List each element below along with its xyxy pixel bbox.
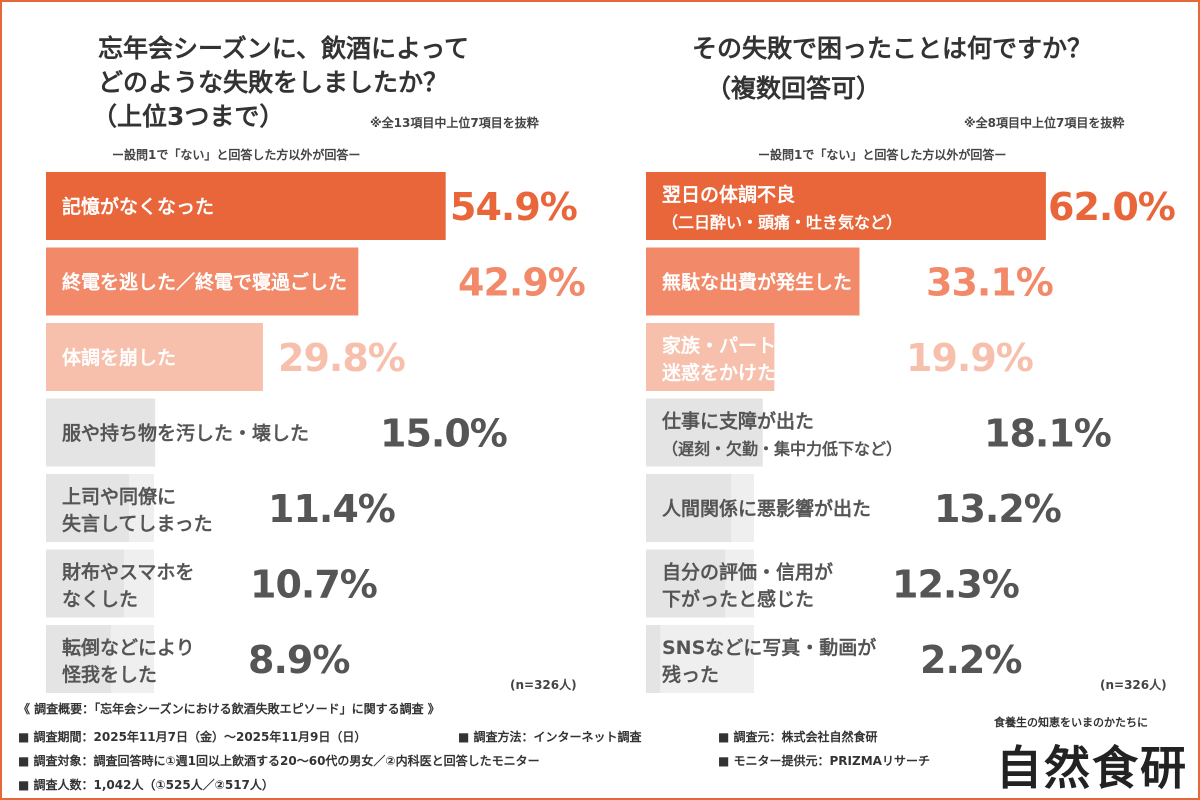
survey-target: ■ 調査対象：調査回答時に①週1回以上飲酒する20〜60代の男女／②内科医と回答… [18,754,540,768]
right-value-label: 18.1% [984,412,1111,456]
left-value-label: 8.9% [248,638,349,682]
left-bar [46,247,359,316]
left-bar [46,549,124,618]
right-bar-chart: 翌日の体調不良 （二日酔い・頭痛・吐き気など） 62.0% 無駄な出費が発生した 33.… [646,172,1176,693]
left-bar-label: 記憶がなくなった [62,195,214,218]
right-value-label: 2.2% [920,638,1021,682]
right-bar [646,398,763,467]
left-value-label: 10.7% [250,563,377,607]
left-bar-label: 終電を逃した／終電で寝過ごした [62,271,347,294]
right-title-line-2: （複数回答可） [706,74,882,103]
right-bar [646,323,775,391]
right-bar-label: 人間関係に悪影響が出た [662,497,871,520]
right-bar-label: 無駄な出費が発生した [662,271,852,294]
brand-tagline: 食養生の知恵をいまのかたちに [994,716,1148,729]
left-value-label: 11.4% [268,487,395,531]
right-bar-row: 翌日の体調不良 （二日酔い・頭痛・吐き気など） 62.0% [646,172,1176,240]
right-bar-row: 人間関係に悪影響が出た 13.2% [646,474,1062,542]
right-bar-label: 自分の評価・信用が [662,561,833,584]
left-bar-label: 転倒などにより [62,636,195,659]
left-title-line-3: （上位3つまで） [92,102,285,131]
right-bar-sublabel: 迷惑をかけた [661,361,776,384]
left-chart-title: 忘年会シーズンに、飲酒によって どのような失敗をしましたか？ （上位3つまで） [92,32,470,134]
right-chart-note: ※全8項目中上位7項目を抜粋 [964,116,1125,130]
left-bar [46,625,111,693]
left-value-label: 42.9% [458,261,585,305]
left-bar-row: 体調を崩した 29.8% [46,323,406,391]
right-bar-label: 翌日の体調不良 [662,183,795,206]
right-sample-size: (n=326人) [1100,678,1167,692]
right-bar-track [646,625,754,693]
right-value-label: 19.9% [906,336,1033,380]
brand-logo: 自然食研 [996,741,1188,795]
survey-method: ■ 調査方法：インターネット調査 [458,730,642,744]
left-title-line-1: 忘年会シーズンに、飲酒によって [98,34,470,63]
right-bar [646,474,732,542]
left-bar [46,323,263,391]
left-bar-label: 体調を崩した [62,346,176,369]
left-bar-row: 記憶がなくなった 54.9% [46,172,578,240]
left-bar-sublabel: 失言してしまった [62,512,213,535]
right-value-label: 12.3% [892,563,1019,607]
left-value-label: 15.0% [380,412,507,456]
right-bar-label: 仕事に支障が出た [661,410,814,433]
right-chart-subnote: ー設問1で「ない」と回答した方以外が回答ー [758,148,1007,162]
left-bar-chart: 記憶がなくなった 54.9% 終電を逃した／終電で寝過ごした 42.9% 体調を崩した 2… [46,172,586,693]
left-bar-row: 終電を逃した／終電で寝過ごした 42.9% [46,247,586,316]
left-value-label: 29.8% [278,336,405,380]
left-title-line-2: どのような失敗をしましたか？ [98,68,449,97]
left-bar [46,398,156,467]
right-value-label: 13.2% [934,487,1061,531]
left-bar [46,474,129,542]
right-chart-title: その失敗で困ったことは何ですか？ （複数回答可） [692,32,1092,106]
survey-monitor-provider: ■ モニター提供元：PRIZMAリサーチ [718,754,930,768]
survey-heading: 《 調査概要：「忘年会シーズンにおける飲酒失敗エピソード」に関する調査 》 [18,702,440,716]
right-bar [646,549,726,618]
left-bar [46,172,446,240]
right-bar-sublabel: （遅刻・欠勤・集中力低下など） [662,440,902,459]
right-bar [646,172,1046,240]
right-bar-sublabel: （二日酔い・頭痛・吐き気など） [662,213,902,232]
right-bar [646,625,661,693]
left-chart-subnote: ー設問1で「ない」と回答した方以外が回答ー [112,148,361,162]
left-bar-label: 財布やスマホを [62,561,194,584]
survey-period: ■ 調査期間：2025年11月7日（金）〜2025年11月9日（日） [18,730,367,744]
left-bar-label: 服や持ち物を汚した・壊した [62,422,309,445]
right-value-label: 33.1% [926,261,1053,305]
left-sample-size: (n=326人) [510,678,577,692]
right-bar-label: SNSなどに写真・動画が [662,636,876,659]
left-bar-row: 服や持ち物を汚した・壊した 15.0% [46,398,508,467]
left-bar-sublabel: 怪我をした [62,663,157,686]
left-chart-note: ※全13項目中上位7項目を抜粋 [370,116,539,130]
left-value-label: 54.9% [450,185,577,229]
right-bar-row: 仕事に支障が出た （遅刻・欠勤・集中力低下など） 18.1% [646,398,1112,467]
right-bar-label: 家族・パートナーに [662,334,833,357]
right-title-line-1: その失敗で困ったことは何ですか？ [692,34,1093,63]
right-bar-row: 無駄な出費が発生した 33.1% [646,247,1054,316]
left-bar-label: 上司や同僚に [62,485,176,508]
survey-sample-count: ■ 調査人数：1,042人（①525人／②517人） [18,778,274,792]
right-bar-sublabel: 残った [662,663,719,686]
left-bar-sublabel: なくした [62,589,138,611]
right-bar-sublabel: 下がったと感じた [662,588,814,611]
right-bar [646,247,860,316]
survey-source: ■ 調査元：株式会社自然食研 [718,730,878,744]
right-value-label: 62.0% [1048,185,1175,229]
